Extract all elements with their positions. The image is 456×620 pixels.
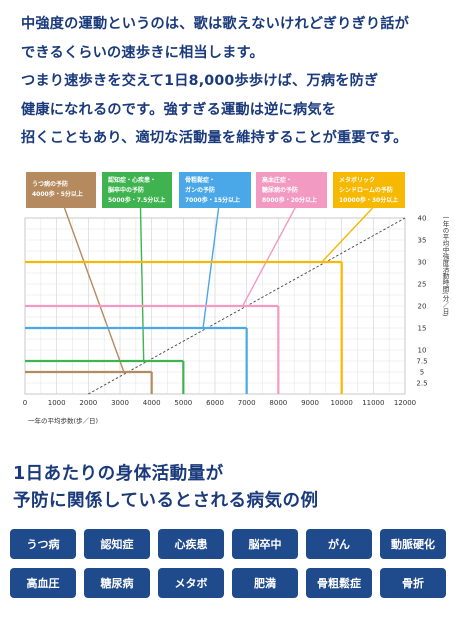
y-tick-label: 25 bbox=[418, 281, 427, 289]
intro-line: つまり速歩きを交えて1日8,000歩歩けば、万病を防ぎ bbox=[21, 73, 379, 90]
disease-button-metabolic[interactable]: メタボ bbox=[158, 568, 224, 598]
y-tick-label: 15 bbox=[418, 325, 427, 333]
connector-depression bbox=[63, 207, 125, 373]
disease-button-diabetes[interactable]: 糖尿病 bbox=[84, 568, 150, 598]
x-tick-label: 0 bbox=[23, 399, 27, 407]
disease-button-obesity[interactable]: 肥満 bbox=[232, 568, 298, 598]
intro-line: 健康になれるのです。強すぎる運動は逆に病気を bbox=[21, 101, 337, 118]
intro-line: できるくらいの速歩きに相当します。 bbox=[21, 44, 264, 61]
disease-button-heart-disease[interactable]: 心疾患 bbox=[158, 529, 224, 559]
x-tick-label: 6000 bbox=[206, 399, 224, 407]
label-box-text: 7000歩・15分以上 bbox=[185, 196, 240, 204]
connector-hypertension bbox=[242, 207, 296, 307]
label-box-text: 4000歩・5分以上 bbox=[32, 190, 83, 198]
label-box-text: 骨粗鬆症・ bbox=[185, 176, 215, 184]
label-box-text: 脳卒中の予防 bbox=[108, 186, 144, 194]
disease-button-cancer[interactable]: がん bbox=[306, 529, 372, 559]
label-box-text: 高血圧症・ bbox=[262, 176, 292, 184]
label-box-group: うつ病の予防 4000歩・5分以上 認知症・心疾患・脳卒中の予防 5000歩・7.5分… bbox=[26, 172, 405, 208]
connector-osteoporosis bbox=[202, 207, 220, 329]
x-tick-label: 2000 bbox=[79, 399, 97, 407]
intro-line: 招くこともあり、適切な活動量を維持することが重要です。 bbox=[21, 130, 408, 147]
label-box-text: ガンの予防 bbox=[185, 186, 215, 194]
x-axis-title: 一年の平均歩数(歩／日) bbox=[28, 416, 98, 425]
label-box-text: 糖尿病の予防 bbox=[262, 186, 298, 194]
x-tick-label: 9000 bbox=[301, 399, 319, 407]
tick-label-group: 0 1000 2000 3000 4000 5000 6000 7000 8000 9000 100… bbox=[23, 214, 449, 407]
x-tick-label: 12000 bbox=[394, 399, 416, 407]
x-tick-label: 1000 bbox=[48, 399, 66, 407]
disease-button-stroke[interactable]: 脳卒中 bbox=[232, 529, 298, 559]
label-box-text: うつ病の予防 bbox=[32, 180, 68, 188]
y-tick-label: 2.5 bbox=[416, 380, 427, 388]
disease-button-arteriosclerosis[interactable]: 動脈硬化 bbox=[380, 529, 446, 559]
y-tick-label: 20 bbox=[418, 303, 427, 311]
x-tick-label: 7000 bbox=[238, 399, 256, 407]
y-tick-label: 7.5 bbox=[416, 358, 427, 366]
x-tick-label: 8000 bbox=[269, 399, 287, 407]
x-tick-label: 4000 bbox=[143, 399, 161, 407]
disease-button-osteoporosis[interactable]: 骨粗鬆症 bbox=[306, 568, 372, 598]
y-axis-title: 一年の平均中強度活動時間(分／日) bbox=[441, 214, 449, 317]
y-tick-label: 40 bbox=[418, 215, 427, 223]
section-title-line: 予防に関係しているとされる病気の例 bbox=[13, 491, 319, 511]
label-box-text: 認知症・心疾患・ bbox=[108, 176, 156, 184]
connector-dementia bbox=[139, 207, 145, 362]
label-box-metabolic bbox=[333, 172, 405, 208]
steps-activity-chart: うつ病の予防 4000歩・5分以上 認知症・心疾患・脳卒中の予防 5000歩・7.5分… bbox=[23, 172, 449, 425]
x-tick-label: 10000 bbox=[331, 399, 353, 407]
disease-button-dementia[interactable]: 認知症 bbox=[84, 529, 150, 559]
intro-line: 中強度の運動というのは、歌は歌えないけれどぎりぎり話が bbox=[21, 16, 410, 32]
label-box-text: 5000歩・7.5分以上 bbox=[108, 196, 165, 204]
label-box-hypertension bbox=[256, 172, 327, 208]
intro-text: 中強度の運動というのは、歌は歌えないけれどぎりぎり話が できるくらいの速歩きに相… bbox=[21, 10, 451, 153]
series-group bbox=[25, 207, 374, 394]
section-title: 1日あたりの身体活動量が 予防に関係しているとされる病気の例 bbox=[13, 461, 443, 515]
label-box-text: 8000歩・20分以上 bbox=[262, 196, 317, 204]
label-box-text: シンドロームの予防 bbox=[339, 186, 393, 194]
y-tick-label: 30 bbox=[418, 259, 427, 267]
label-box-text: 10000歩・30分以上 bbox=[339, 196, 398, 204]
x-tick-label: 11000 bbox=[362, 399, 384, 407]
label-box-osteoporosis bbox=[179, 172, 251, 208]
y-tick-label: 10 bbox=[418, 347, 427, 355]
connector-metabolic bbox=[321, 207, 374, 263]
y-tick-label: 5 bbox=[420, 369, 424, 377]
label-box-text: メタボリック bbox=[339, 176, 375, 184]
label-box-depression bbox=[26, 172, 96, 208]
disease-button-hypertension[interactable]: 高血圧 bbox=[10, 568, 76, 598]
section-title-line: 1日あたりの身体活動量が bbox=[13, 464, 224, 484]
disease-grid: うつ病 認知症 心疾患 脳卒中 がん 動脈硬化 高血圧 糖尿病 メタボ 肥満 骨… bbox=[10, 529, 446, 598]
label-box-dementia bbox=[102, 172, 172, 208]
x-tick-label: 5000 bbox=[174, 399, 192, 407]
disease-button-fracture[interactable]: 骨折 bbox=[380, 568, 446, 598]
y-tick-label: 35 bbox=[418, 237, 427, 245]
disease-button-depression[interactable]: うつ病 bbox=[10, 529, 76, 559]
x-tick-label: 3000 bbox=[111, 399, 129, 407]
